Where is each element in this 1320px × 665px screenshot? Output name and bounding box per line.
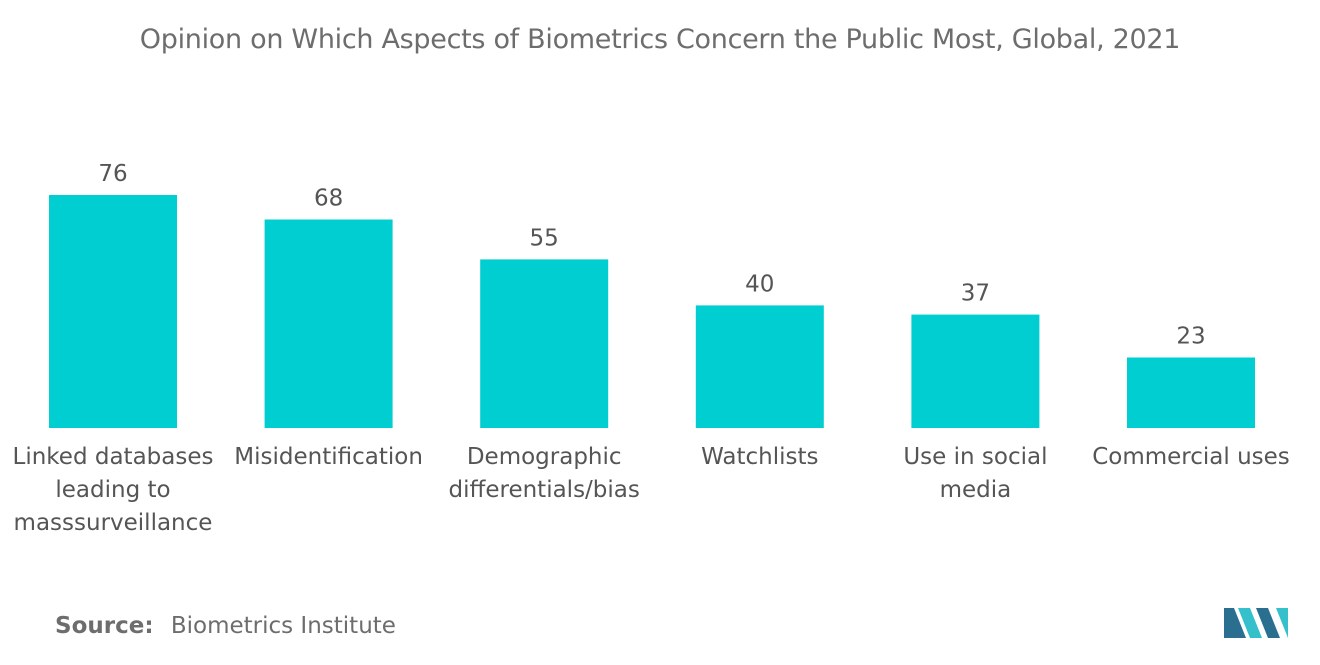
category-label-2-0: Demographic bbox=[467, 444, 622, 470]
category-label-3-0: Watchlists bbox=[701, 444, 818, 470]
category-label-0-0: Linked databases bbox=[13, 444, 214, 470]
category-label-0-2: masssurveillance bbox=[14, 510, 213, 536]
bar-0 bbox=[49, 195, 177, 428]
chart-title: Opinion on Which Aspects of Biometrics C… bbox=[139, 24, 1181, 55]
category-label-4-0: Use in social bbox=[903, 444, 1047, 470]
data-label-0: 76 bbox=[98, 161, 127, 187]
category-label-2-1: differentials/bias bbox=[449, 477, 640, 503]
bar-4 bbox=[911, 314, 1040, 428]
mordor-logo-icon bbox=[1224, 608, 1288, 638]
data-label-2: 55 bbox=[530, 225, 559, 251]
data-label-1: 68 bbox=[314, 186, 343, 212]
data-label-3: 40 bbox=[745, 271, 774, 297]
bar-2 bbox=[480, 259, 609, 428]
bar-chart: 76 Linked databases leading to masssurveill… bbox=[13, 161, 1290, 536]
bar-3 bbox=[695, 305, 824, 428]
data-label-4: 37 bbox=[961, 281, 990, 307]
source-value: Biometrics Institute bbox=[170, 613, 396, 639]
category-label-1-0: Misidentification bbox=[234, 444, 423, 470]
category-label-5-0: Commercial uses bbox=[1092, 444, 1290, 470]
category-label-0-1: leading to bbox=[55, 477, 170, 503]
source-footer: Source: Biometrics Institute bbox=[55, 613, 396, 639]
bar-1 bbox=[264, 219, 393, 428]
category-label-4-1: media bbox=[940, 477, 1012, 503]
source-label: Source: bbox=[55, 613, 154, 639]
bar-5 bbox=[1127, 357, 1255, 428]
data-label-5: 23 bbox=[1176, 324, 1205, 350]
